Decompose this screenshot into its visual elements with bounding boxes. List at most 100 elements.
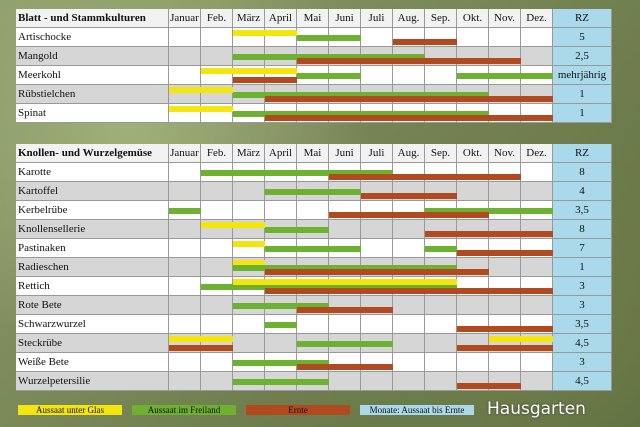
rz-value: 3,5 <box>553 201 612 220</box>
month-cell <box>297 315 329 334</box>
bar-freiland <box>201 284 457 290</box>
bar-ernte <box>361 193 457 199</box>
crop-name: Rote Bete <box>16 296 169 315</box>
month-cell <box>425 296 457 315</box>
month-cell <box>169 47 201 66</box>
bar-freiland <box>265 189 361 195</box>
month-header: Mai <box>297 144 329 163</box>
rz-value: 1 <box>553 85 612 104</box>
bar-freiland <box>425 208 553 214</box>
month-cell <box>393 66 425 85</box>
month-header: April <box>265 9 297 28</box>
month-cell <box>361 239 393 258</box>
crop-name: Kartoffel <box>16 182 169 201</box>
bar-ernte <box>393 39 457 45</box>
month-header: Nov. <box>489 144 521 163</box>
month-header: Juni <box>329 144 361 163</box>
bar-freiland <box>297 73 361 79</box>
month-cell <box>457 28 489 47</box>
month-cell <box>201 296 233 315</box>
bar-glas <box>201 68 297 74</box>
bar-glas <box>233 279 457 285</box>
month-cell <box>489 353 521 372</box>
month-header: Feb. <box>201 9 233 28</box>
month-header: Sep. <box>425 144 457 163</box>
section-title: Knollen- und Wurzelgemüse <box>16 144 169 163</box>
rz-value: 5 <box>553 28 612 47</box>
month-header: Sep. <box>425 9 457 28</box>
month-cell <box>169 28 201 47</box>
month-cell <box>169 239 201 258</box>
legend-item-glas: Aussaat unter Glas <box>18 405 122 415</box>
month-header: Dez. <box>521 9 553 28</box>
rz-value: 8 <box>553 163 612 182</box>
month-header: Aug. <box>393 9 425 28</box>
month-cell <box>297 201 329 220</box>
month-cell <box>521 163 553 182</box>
month-cell <box>329 372 361 391</box>
month-cell <box>201 28 233 47</box>
crop-name: Steckrübe <box>16 334 169 353</box>
month-cell <box>201 258 233 277</box>
bar-freiland <box>265 322 297 328</box>
rz-value: 3 <box>553 296 612 315</box>
crop-name: Rübstielchen <box>16 85 169 104</box>
rz-value: 3,5 <box>553 315 612 334</box>
month-cell <box>425 353 457 372</box>
month-cell <box>361 220 393 239</box>
bar-freiland <box>233 379 329 385</box>
bar-glas <box>233 30 297 36</box>
bar-freiland <box>233 92 489 98</box>
month-header: Juli <box>361 144 393 163</box>
bar-ernte <box>329 174 521 180</box>
month-cell <box>169 163 201 182</box>
bar-freiland <box>233 265 457 271</box>
month-cell <box>393 239 425 258</box>
bar-ernte <box>265 288 553 294</box>
month-cell <box>169 277 201 296</box>
month-cell <box>201 353 233 372</box>
rz-header: RZ <box>553 144 612 163</box>
month-cell <box>361 315 393 334</box>
month-header: Januar <box>169 144 201 163</box>
rz-value: 3 <box>553 277 612 296</box>
bar-freiland <box>457 73 553 79</box>
month-cell <box>233 334 265 353</box>
rz-value: 4 <box>553 182 612 201</box>
month-cell <box>521 372 553 391</box>
month-cell <box>201 182 233 201</box>
crop-name: Schwarzwurzel <box>16 315 169 334</box>
month-cell <box>201 201 233 220</box>
crop-name: Pastinaken <box>16 239 169 258</box>
crop-name: Karotte <box>16 163 169 182</box>
bar-freiland <box>233 111 489 117</box>
crop-name: Meerkohl <box>16 66 169 85</box>
bar-ernte <box>297 58 521 64</box>
month-cell <box>393 315 425 334</box>
month-cell <box>457 182 489 201</box>
month-cell <box>201 47 233 66</box>
month-cell <box>393 353 425 372</box>
rz-value: 4,5 <box>553 372 612 391</box>
crop-name: Knollensellerie <box>16 220 169 239</box>
month-cell <box>521 258 553 277</box>
bar-freiland <box>265 246 361 252</box>
month-cell <box>521 296 553 315</box>
crop-name: Artischocke <box>16 28 169 47</box>
crop-name: Weiße Bete <box>16 353 169 372</box>
month-cell <box>521 47 553 66</box>
bar-glas <box>489 336 553 342</box>
month-cell <box>329 315 361 334</box>
section-title: Blatt - und Stammkulturen <box>16 9 169 28</box>
month-cell <box>169 296 201 315</box>
month-cell <box>393 372 425 391</box>
month-cell <box>201 239 233 258</box>
month-cell <box>425 372 457 391</box>
month-cell <box>169 315 201 334</box>
month-cell <box>329 220 361 239</box>
month-cell <box>489 296 521 315</box>
month-header: Okt. <box>457 9 489 28</box>
bar-freiland <box>265 227 329 233</box>
bar-ernte <box>297 364 393 370</box>
